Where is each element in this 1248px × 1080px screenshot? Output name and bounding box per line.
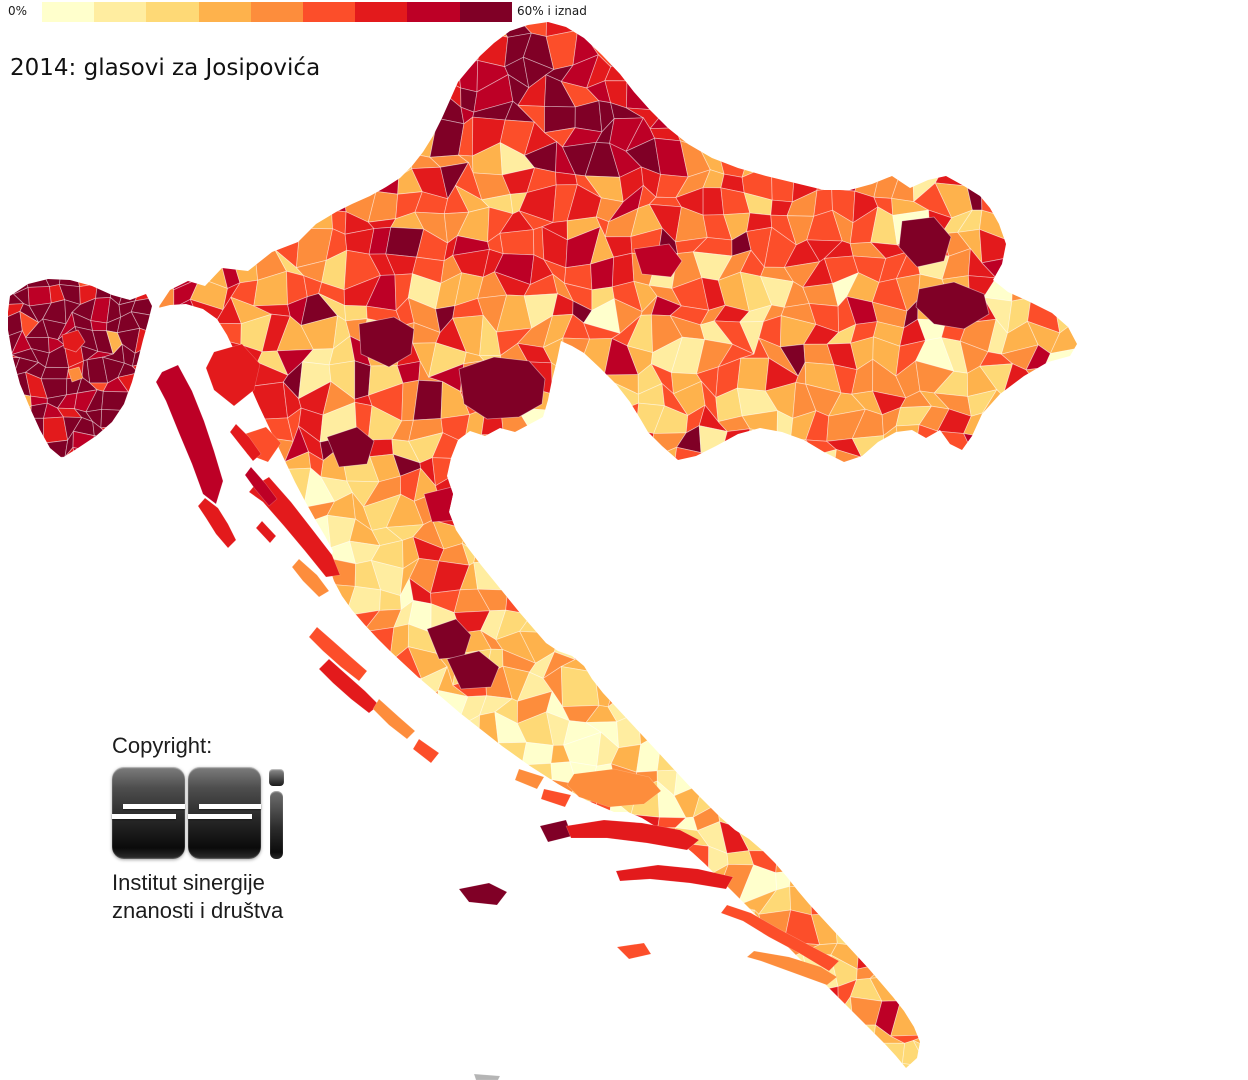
logo-s-block-right-icon (188, 767, 261, 859)
legend-swatch (42, 2, 95, 22)
island-hvar-west-dark (539, 819, 573, 843)
legend-label-min: 0% (8, 4, 28, 18)
legend-swatch (302, 2, 356, 22)
ssi-logo (112, 767, 284, 859)
island-vir (291, 558, 330, 598)
logo-i-bar (270, 791, 283, 859)
map-title: 2014: glasovi za Josipovića (10, 55, 321, 81)
logo-i-letter-icon (269, 767, 284, 859)
island-hvar (565, 819, 700, 851)
copyright-org-line2: znanosti i društva (112, 898, 284, 923)
legend-label-max: 60% i iznad (517, 4, 587, 18)
island-brac (566, 768, 662, 808)
copyright-org-line1: Institut sinergije (112, 870, 265, 895)
municipality-mosaic-mainland (158, 22, 1077, 1068)
island-palagruza-gray-sliver (473, 1073, 501, 1080)
copyright-label: Copyright: (112, 733, 213, 758)
island-losinj (197, 497, 237, 549)
legend-swatch (198, 2, 251, 22)
legend-swatch (459, 2, 512, 22)
logo-stripe (112, 814, 176, 819)
island-solta (540, 788, 572, 808)
island-velebit-sliver-1 (229, 423, 262, 462)
island-ugljan (308, 626, 368, 682)
legend-swatch (250, 2, 303, 22)
logo-s-block-left-icon (112, 767, 185, 859)
legend-swatch (94, 2, 147, 22)
legend-swatch (146, 2, 199, 22)
legend-color-ramp (42, 2, 512, 22)
municipality-mosaic-istria (8, 279, 152, 458)
island-velebit-sliver-2 (244, 466, 278, 507)
island-lastovo (616, 942, 652, 960)
island-dugi-otok (318, 658, 380, 714)
island-krk (205, 343, 261, 407)
island-mljet (746, 950, 838, 986)
logo-stripe (123, 804, 185, 809)
island-kornati (372, 698, 416, 740)
island-peljesac (720, 904, 840, 972)
island-vis (458, 882, 508, 906)
island-silba (255, 520, 277, 544)
logo-i-dot (269, 769, 284, 786)
legend-swatch (407, 2, 460, 22)
copyright-block: Copyright: Institut sinergije znanosti i… (112, 733, 284, 925)
island-murter (412, 738, 440, 764)
island-ciovo (514, 768, 545, 790)
island-cres (155, 364, 224, 505)
logo-stripe (199, 804, 261, 809)
logo-stripe (188, 814, 252, 819)
island-korcula (615, 864, 734, 890)
legend-swatch (355, 2, 408, 22)
